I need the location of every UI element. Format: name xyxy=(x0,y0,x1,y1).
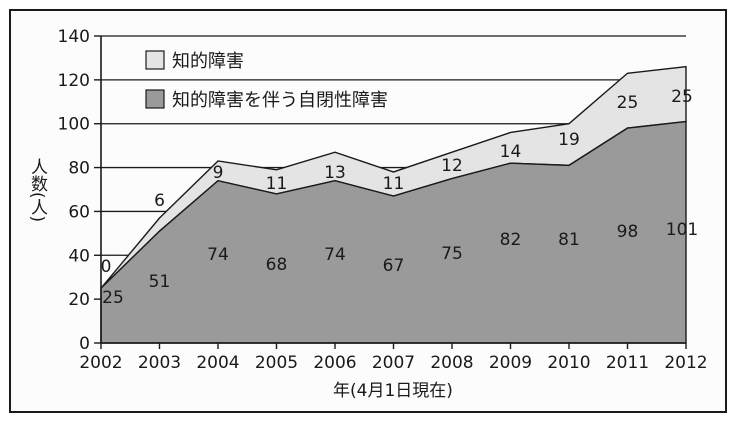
x-tick-label-2011: 2011 xyxy=(606,353,649,373)
data-label-知的障害-2011: 25 xyxy=(617,93,639,113)
y-tick-label-40: 40 xyxy=(68,246,90,266)
x-tick-label-2004: 2004 xyxy=(196,353,239,373)
legend-label-2: 知的障害を伴う自閉性障害 xyxy=(172,90,388,111)
y-tick-label-20: 20 xyxy=(68,290,90,310)
data-label-知的障害を伴う自閉性障害-2011: 98 xyxy=(617,222,639,242)
data-label-知的障害を伴う自閉性障害-2008: 75 xyxy=(441,244,463,264)
data-label-知的障害を伴う自閉性障害-2004: 74 xyxy=(207,245,229,265)
x-tick-label-2008: 2008 xyxy=(430,353,473,373)
y-tick-labels: 0 20 40 60 80 100 120 140 xyxy=(58,27,90,354)
data-label-知的障害を伴う自閉性障害-2012: 101 xyxy=(666,220,698,240)
y-tick-label-140: 140 xyxy=(58,27,90,47)
legend-swatch-1 xyxy=(145,50,165,70)
x-tick-label-2002: 2002 xyxy=(79,353,122,373)
x-tick-labels: 2002 2003 2004 2005 2006 2007 2008 2009 2010 2011… xyxy=(79,353,707,373)
data-label-知的障害を伴う自閉性障害-2010: 81 xyxy=(558,230,580,250)
data-label-知的障害-2004: 9 xyxy=(213,163,224,183)
x-tick-label-2003: 2003 xyxy=(138,353,181,373)
data-labels: 25 51 74 68 74 67 75 82 81 98 101 0 6 9 11 13 11 12 14 19 25… xyxy=(101,87,699,308)
data-label-知的障害-2012: 25 xyxy=(671,87,693,107)
data-label-知的障害を伴う自閉性障害-2002: 25 xyxy=(102,288,124,308)
y-tick-label-120: 120 xyxy=(58,71,90,91)
axes xyxy=(94,35,687,349)
data-label-知的障害を伴う自閉性障害-2006: 74 xyxy=(324,245,346,265)
data-label-知的障害-2006: 13 xyxy=(324,163,346,183)
data-label-知的障害-2009: 14 xyxy=(500,142,522,162)
data-label-知的障害を伴う自閉性障害-2009: 82 xyxy=(500,230,522,250)
data-label-知的障害-2010: 19 xyxy=(558,130,580,150)
x-tick-label-2007: 2007 xyxy=(372,353,415,373)
y-tick-label-80: 80 xyxy=(68,159,90,179)
x-tick-label-2010: 2010 xyxy=(547,353,590,373)
data-label-知的障害を伴う自閉性障害-2007: 67 xyxy=(383,256,405,276)
data-label-知的障害を伴う自閉性障害-2005: 68 xyxy=(266,255,288,275)
data-label-知的障害-2005: 11 xyxy=(266,174,288,194)
x-tick-label-2009: 2009 xyxy=(489,353,532,373)
data-label-知的障害-2002: 0 xyxy=(101,257,112,277)
data-label-知的障害を伴う自閉性障害-2003: 51 xyxy=(149,272,171,292)
area-series-1 xyxy=(100,120,687,344)
x-tick-label-2006: 2006 xyxy=(313,353,356,373)
y-tick-label-60: 60 xyxy=(68,202,90,222)
x-tick-label-2005: 2005 xyxy=(255,353,298,373)
y-tick-label-0: 0 xyxy=(79,334,90,354)
x-axis-title: 年(4月1日現在) xyxy=(333,381,453,401)
x-tick-label-2012: 2012 xyxy=(664,353,707,373)
data-label-知的障害-2008: 12 xyxy=(441,156,463,176)
y-tick-label-100: 100 xyxy=(58,115,90,135)
data-label-知的障害-2003: 6 xyxy=(154,191,165,211)
data-label-知的障害-2007: 11 xyxy=(383,174,405,194)
y-axis-title: 人数(人) xyxy=(27,158,48,222)
area-layers xyxy=(100,65,687,344)
legend-label-1: 知的障害 xyxy=(172,51,244,72)
legend-swatch-2 xyxy=(145,89,165,109)
